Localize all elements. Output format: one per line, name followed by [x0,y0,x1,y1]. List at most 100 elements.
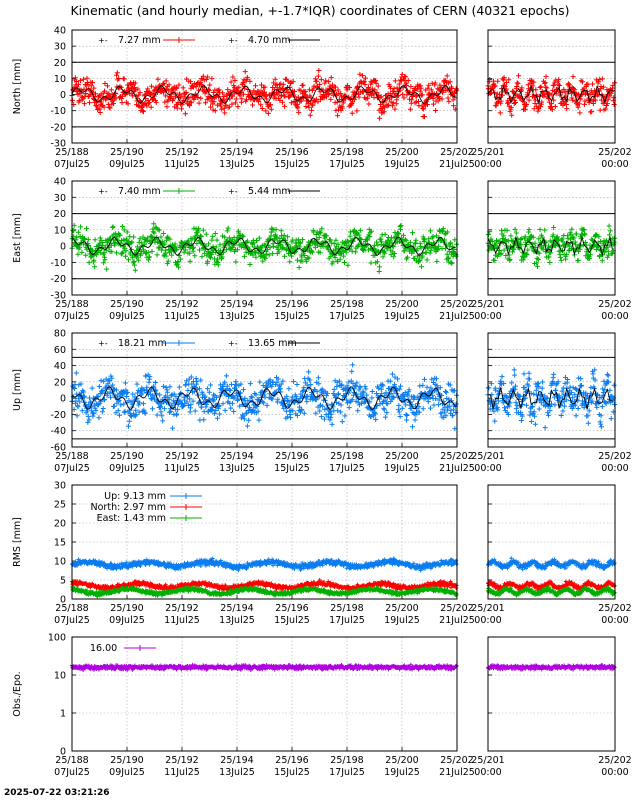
x-tick-label: 25/202 [598,451,631,462]
x-tick-label: 25/194 [220,755,253,766]
x-tick-label: 00:00 [601,615,628,626]
median-line [487,85,613,105]
x-tick-label: 17Jul25 [329,463,365,474]
x-tick-label: 15Jul25 [274,159,310,170]
y-axis-label: East [mm] [12,213,23,262]
y-tick-label: 0 [60,747,66,758]
plot-frame [71,332,458,448]
x-tick-label: 25/202 [440,147,473,158]
x-tick-label: 25/188 [55,603,88,614]
plot-frame [487,29,616,144]
x-tick-label: 00:00 [474,615,501,626]
x-tick-label: 25/201 [471,451,504,462]
legend-label: 16.00 [90,643,117,654]
x-tick-label: 21Jul25 [439,463,475,474]
x-tick-label: 25/196 [275,299,308,310]
y-tick-label: -10 [50,258,66,269]
x-tick-label: 00:00 [601,159,628,170]
median-line [71,236,456,256]
x-tick-label: 25/188 [55,299,88,310]
y-tick-label: 40 [54,177,66,188]
x-tick-label: 00:00 [601,463,628,474]
x-tick-label: 19Jul25 [384,159,420,170]
y-tick-label: 60 [54,345,66,356]
x-tick-label: 15Jul25 [274,463,310,474]
x-tick-label: 09Jul25 [109,159,145,170]
x-tick-label: 21Jul25 [439,767,475,778]
plot-frame [487,636,616,752]
x-tick-label: 25/200 [385,451,418,462]
x-tick-label: 19Jul25 [384,615,420,626]
x-tick-label: 21Jul25 [439,311,475,322]
x-tick-label: 25/198 [330,147,363,158]
y-tick-label: 10 [54,74,66,85]
y-tick-label: 80 [54,329,66,340]
y-tick-label: 20 [54,58,66,69]
legend-sym: +- [228,187,238,196]
x-tick-label: 25/192 [165,299,198,310]
x-tick-label: 25/202 [598,603,631,614]
y-tick-label: -30 [50,291,66,302]
median-line [487,386,613,410]
y-tick-label: 10 [54,225,66,236]
legend-label: 5.44 mm [248,186,291,197]
x-tick-label: 19Jul25 [384,767,420,778]
x-tick-label: 25/196 [275,451,308,462]
y-tick-label: -20 [50,122,66,133]
y-tick-label: 20 [54,377,66,388]
x-tick-label: 13Jul25 [219,767,255,778]
y-tick-label: 30 [54,42,66,53]
x-tick-label: 25/202 [440,755,473,766]
x-tick-label: 07Jul25 [54,311,90,322]
x-tick-label: 17Jul25 [329,159,365,170]
x-tick-label: 17Jul25 [329,767,365,778]
legend: 16.00 [90,643,156,654]
plot-frame [71,29,458,144]
x-tick-label: 25/190 [110,603,143,614]
x-tick-label: 07Jul25 [54,767,90,778]
legend-label: Up: 9.13 mm [104,491,166,502]
x-tick-label: 25/188 [55,451,88,462]
y-tick-label: -60 [50,443,66,454]
x-tick-label: 15Jul25 [274,767,310,778]
x-tick-label: 25/201 [471,603,504,614]
legend-sym: +- [98,187,108,196]
legend-label: 7.40 mm [118,186,161,197]
y-tick-label: 5 [60,576,66,587]
y-tick-label: 40 [54,361,66,372]
x-tick-label: 25/192 [165,451,198,462]
x-tick-label: 25/194 [220,147,253,158]
timestamp: 2025-07-22 03:21:26 [4,788,109,798]
x-tick-label: 25/192 [165,603,198,614]
x-tick-label: 25/198 [330,299,363,310]
x-tick-label: 15Jul25 [274,615,310,626]
y-tick-label: 0 [60,394,66,405]
x-tick-label: 25/194 [220,603,253,614]
y-tick-label: 15 [54,538,66,549]
x-tick-label: 25/201 [471,299,504,310]
x-tick-label: 00:00 [474,311,501,322]
y-tick-label: 1 [60,709,66,720]
y-tick-label: 10 [54,671,66,682]
x-tick-label: 17Jul25 [329,311,365,322]
x-tick-label: 25/190 [110,451,143,462]
x-tick-label: 25/192 [165,755,198,766]
plot-area [488,637,615,751]
x-tick-label: 25/196 [275,755,308,766]
x-tick-label: 21Jul25 [439,615,475,626]
legend-label: East: 1.43 mm [97,513,166,524]
legend-label: North: 2.97 mm [91,502,166,513]
x-tick-label: 09Jul25 [109,767,145,778]
x-tick-label: 25/202 [440,299,473,310]
legend-sym: +- [98,339,108,348]
legend-label: 18.21 mm [118,338,167,349]
